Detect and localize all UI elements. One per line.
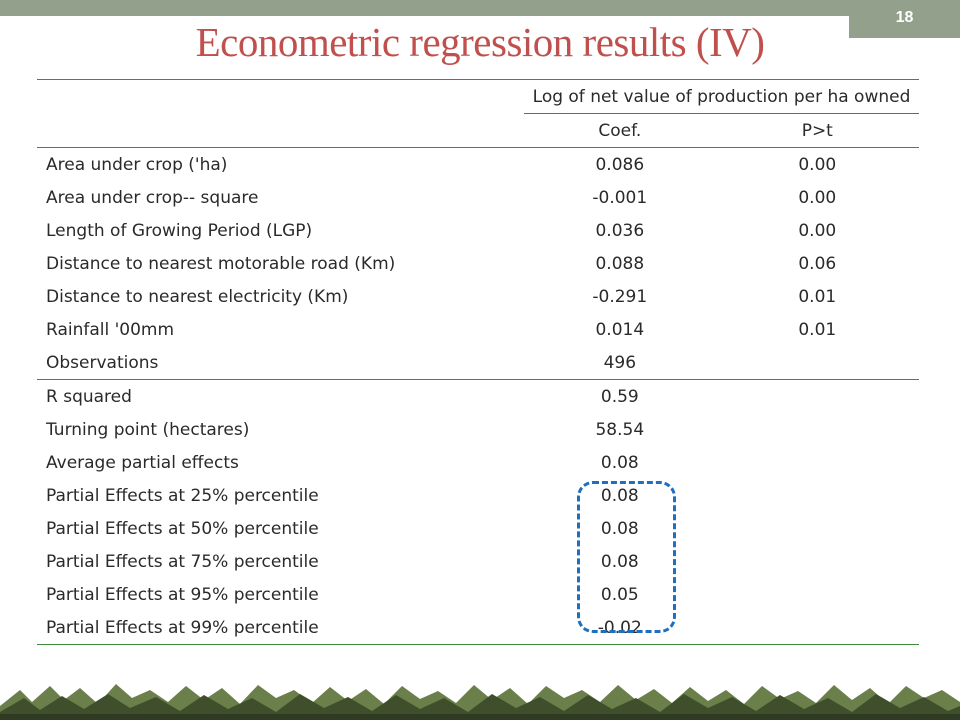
p-value: 0.06 [798, 253, 837, 274]
stat-value: 0.08 [600, 551, 639, 572]
stat-value: 0.08 [600, 485, 639, 506]
row-label: Rainfall '00mm [46, 319, 175, 340]
column-header-pvalue: P>t [715, 113, 919, 148]
stat-label: Turning point (hectares) [46, 419, 250, 440]
stat-row: Partial Effects at 25% percentile 0.08 [37, 479, 919, 512]
table-row: Distance to nearest electricity (Km) -0.… [37, 280, 919, 313]
coef-value: 0.036 [595, 220, 645, 241]
p-value: 0.00 [798, 187, 837, 208]
stat-row: Partial Effects at 95% percentile 0.05 [37, 578, 919, 611]
stat-label: Partial Effects at 99% percentile [37, 611, 525, 645]
stat-label: Average partial effects [46, 452, 239, 473]
coef-value: 496 [524, 346, 716, 380]
coef-value: 0.088 [595, 253, 645, 274]
row-label: Distance to nearest electricity (Km) [46, 286, 349, 307]
row-label: Distance to nearest motorable road (Km) [46, 253, 396, 274]
table-row: Length of Growing Period (LGP) 0.036 0.0… [37, 214, 919, 247]
dependent-variable-header: Log of net value of production per ha ow… [524, 79, 919, 114]
coef-value: -0.291 [592, 286, 648, 307]
stat-row: Partial Effects at 75% percentile 0.08 [37, 545, 919, 578]
slide-title: Econometric regression results (IV) [195, 19, 765, 65]
row-label: Observations [37, 346, 525, 380]
page-number: 18 [849, 0, 960, 38]
stat-value: -0.02 [524, 611, 716, 645]
table-row: Area under crop ('ha) 0.086 0.00 [37, 148, 919, 182]
stat-label: Partial Effects at 25% percentile [46, 485, 319, 506]
regression-table: Log of net value of production per ha ow… [37, 79, 919, 645]
p-value: 0.01 [798, 319, 837, 340]
stat-row: Average partial effects 0.08 [37, 446, 919, 479]
stat-row: R squared 0.59 [37, 380, 919, 414]
stat-label: Partial Effects at 50% percentile [46, 518, 319, 539]
row-label: Length of Growing Period (LGP) [46, 220, 313, 241]
stat-row: Partial Effects at 99% percentile -0.02 [37, 611, 919, 645]
p-value [715, 346, 919, 380]
coef-value: 0.014 [595, 319, 645, 340]
p-value: 0.00 [798, 154, 837, 175]
coef-value: -0.001 [592, 187, 648, 208]
table-heading-row: Log of net value of production per ha ow… [37, 79, 919, 114]
table-row: Rainfall '00mm 0.014 0.01 [37, 313, 919, 346]
column-header-row: Coef. P>t [37, 113, 919, 148]
row-label: Area under crop-- square [46, 187, 259, 208]
regression-table-container: Log of net value of production per ha ow… [37, 79, 919, 645]
observations-row: Observations 496 [37, 346, 919, 380]
stat-row: Turning point (hectares) 58.54 [37, 413, 919, 446]
stat-value: 0.08 [600, 518, 639, 539]
table-row: Distance to nearest motorable road (Km) … [37, 247, 919, 280]
p-value: 0.00 [798, 220, 837, 241]
column-header-coef: Coef. [524, 113, 716, 148]
coef-value: 0.086 [595, 154, 645, 175]
stat-value: 0.08 [600, 452, 639, 473]
row-label: Area under crop ('ha) [46, 154, 228, 175]
stat-label: R squared [46, 386, 132, 407]
blank-subheader-cell [37, 113, 525, 148]
partial-effects-highlight [577, 481, 676, 633]
blank-header-cell [37, 79, 525, 114]
stat-value: 58.54 [595, 419, 645, 440]
stat-row: Partial Effects at 50% percentile 0.08 [37, 512, 919, 545]
top-decorative-bar [0, 0, 960, 16]
stat-value: 0.05 [600, 584, 639, 605]
stat-label: Partial Effects at 75% percentile [46, 551, 319, 572]
stat-label: Partial Effects at 95% percentile [46, 584, 319, 605]
table-row: Area under crop-- square -0.001 0.00 [37, 181, 919, 214]
p-value: 0.01 [798, 286, 837, 307]
vegetation-footer-image [0, 676, 960, 720]
stat-value: 0.59 [600, 386, 639, 407]
